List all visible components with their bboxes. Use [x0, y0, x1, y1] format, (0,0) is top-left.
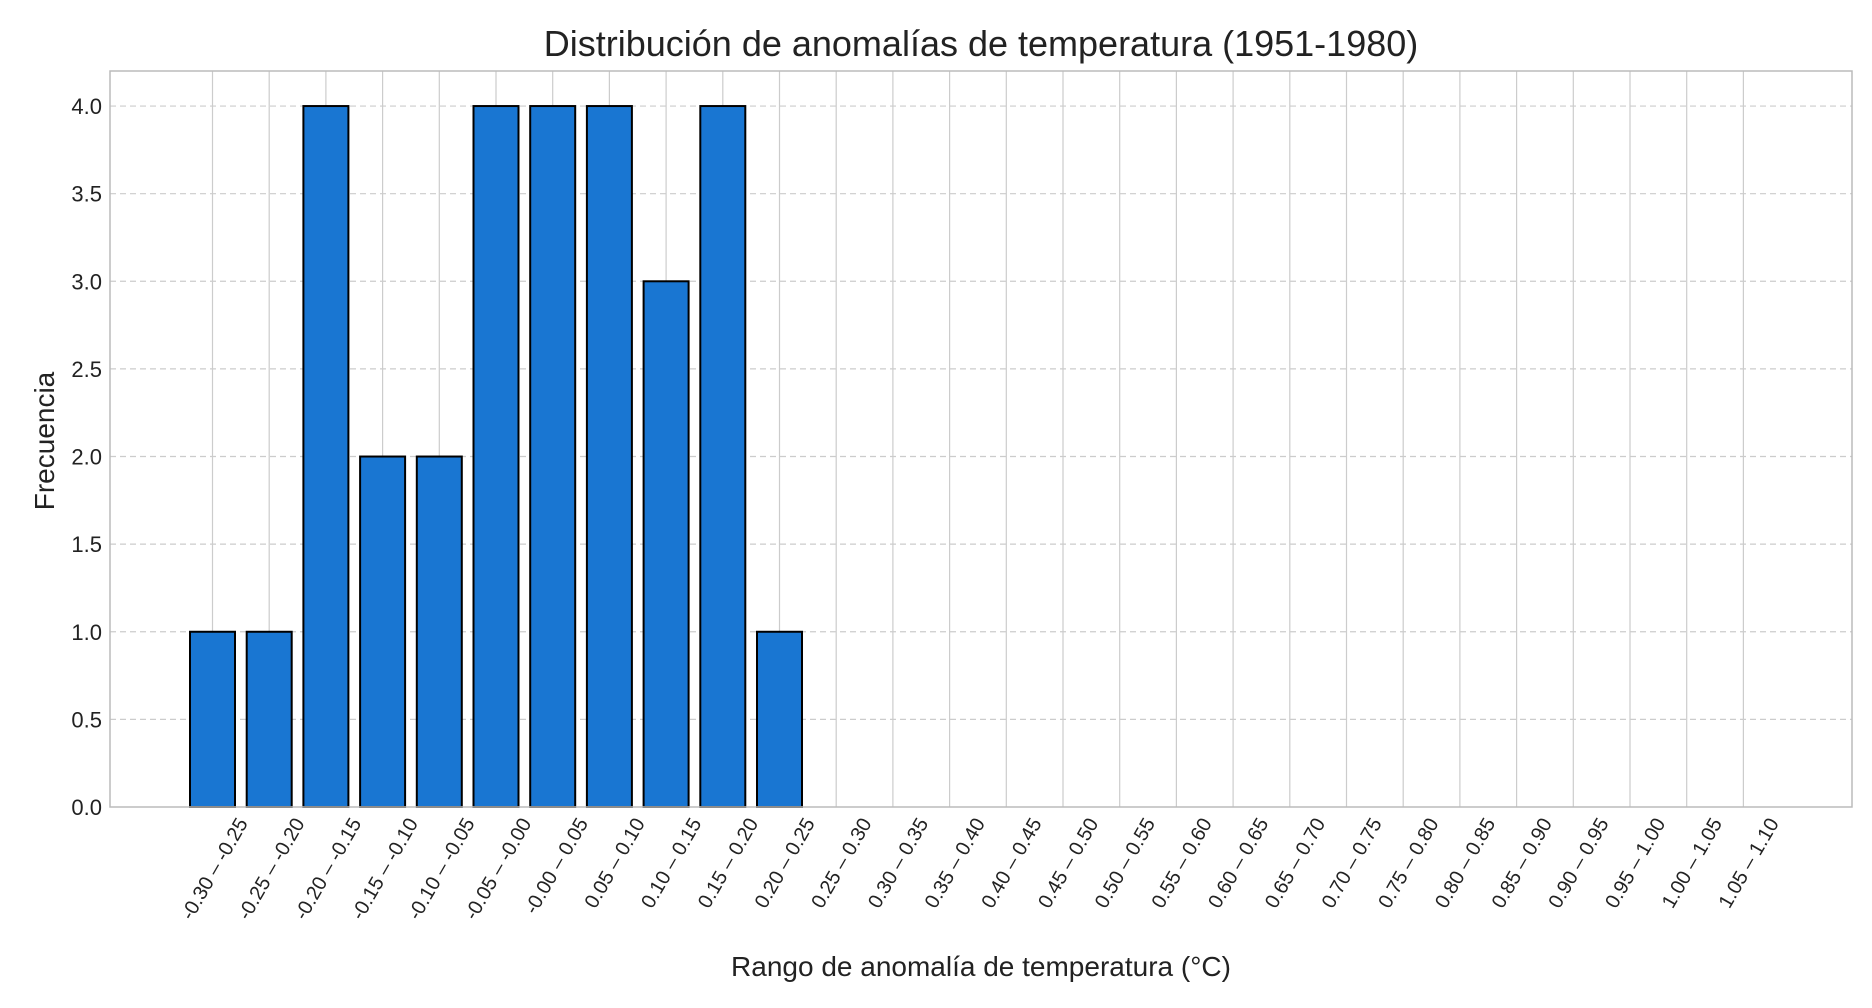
- bar: [756, 630, 803, 808]
- bar: [415, 455, 463, 808]
- y-tick-label: 4.0: [71, 94, 102, 119]
- bar: [189, 630, 236, 808]
- x-tick-label: 1.05 – 1.10: [1715, 815, 1784, 913]
- y-tick-label: 0.5: [71, 707, 102, 732]
- y-tick-label: 3.5: [71, 182, 102, 207]
- chart-title: Distribución de anomalías de temperatura…: [544, 23, 1419, 64]
- bar: [245, 630, 293, 808]
- y-tick-label: 0.0: [71, 795, 102, 820]
- y-tick-label: 3.0: [71, 269, 102, 294]
- bar: [585, 105, 633, 809]
- bar: [472, 105, 520, 809]
- bar: [529, 105, 577, 809]
- plot-frame: [109, 70, 1853, 808]
- y-tick-label: 1.0: [71, 620, 102, 645]
- bar: [699, 105, 747, 809]
- bar: [359, 455, 407, 808]
- y-tick-label: 2.5: [71, 357, 102, 382]
- y-tick-label: 2.0: [71, 445, 102, 470]
- y-tick-label: 1.5: [71, 532, 102, 557]
- y-axis-label: Frecuencia: [29, 371, 60, 510]
- bar: [642, 280, 690, 808]
- bar: [302, 105, 350, 809]
- x-axis-label: Rango de anomalía de temperatura (°C): [731, 951, 1231, 982]
